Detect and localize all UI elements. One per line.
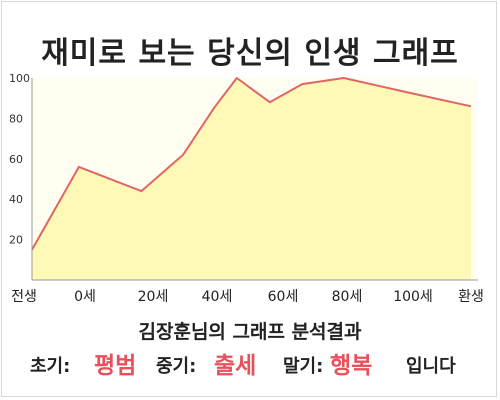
y-tick-label: 40 [9, 193, 23, 206]
late-stage-label: 말기: [283, 356, 324, 377]
x-tick-label: 80세 [332, 289, 363, 305]
series-line [31, 77, 472, 251]
x-tick-label: 0세 [74, 289, 96, 305]
x-tick-label: 환생 [458, 289, 484, 305]
x-tick-labels: 전생 0세 20세 40세 60세 80세 100세 환생 [11, 289, 484, 305]
y-tick-label: 60 [9, 153, 23, 166]
x-tick-label: 60세 [268, 289, 299, 305]
x-tick-label: 40세 [202, 289, 233, 305]
y-tick-label: 100 [9, 72, 30, 85]
result-suffix: 입니다 [406, 356, 456, 377]
stage-results: 초기: 평범 중기: 출세 말기: 행복 입니다 [30, 346, 480, 380]
y-tick-label: 80 [9, 112, 23, 125]
middle-stage-label: 중기: [156, 356, 197, 377]
x-tick-label: 전생 [11, 289, 37, 305]
page-title: 재미로 보는 당신의 인생 그래프 [41, 36, 459, 71]
x-tick-label: 20세 [138, 289, 169, 305]
middle-stage-value: 출세 [214, 353, 257, 379]
x-tick-label: 100세 [393, 289, 433, 305]
early-stage-value: 평범 [94, 353, 137, 379]
early-stage-label: 초기: [30, 356, 71, 377]
late-stage-value: 행복 [330, 353, 373, 379]
y-tick-labels: 20 40 60 80 100 [9, 72, 30, 247]
y-tick-label: 20 [9, 234, 23, 247]
analysis-summary: 김장훈님의 그래프 분석결과 [138, 321, 362, 343]
series-area [32, 78, 471, 280]
